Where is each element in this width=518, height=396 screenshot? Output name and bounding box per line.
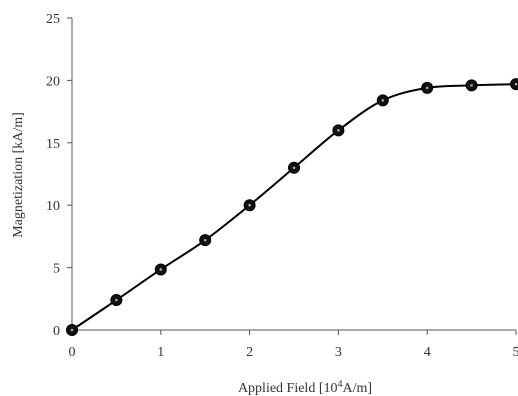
y-tick-label: 10 — [46, 199, 60, 214]
data-point-center — [115, 298, 118, 302]
x-tick-label: 2 — [246, 345, 253, 360]
y-tick-label: 15 — [46, 137, 60, 152]
data-point-center — [470, 84, 473, 87]
x-tick-label: 5 — [513, 345, 518, 360]
x-tick-label: 1 — [157, 345, 164, 360]
data-point-center — [514, 82, 518, 86]
data-point-center — [203, 238, 207, 242]
y-tick-label: 20 — [46, 74, 60, 89]
x-axis-title-unit: A/m] — [342, 381, 372, 396]
x-tick-label: 0 — [69, 345, 76, 360]
data-point-center — [70, 328, 74, 332]
y-tick-label: 5 — [53, 262, 60, 277]
data-point-center — [337, 129, 340, 132]
x-tick-label: 3 — [335, 345, 342, 360]
data-point-center — [425, 86, 429, 90]
x-tick-label: 4 — [424, 345, 431, 360]
plot-area: 0 5 10 15 20 25 0 1 2 3 4 5 — [46, 12, 518, 360]
data-point-center — [292, 166, 296, 170]
data-point-center — [248, 203, 251, 207]
y-axis-title: Magnetization [kA/m] — [11, 112, 26, 238]
x-axis-title: Applied Field [104A/m] — [238, 379, 372, 396]
data-series-line — [71, 83, 517, 331]
x-axis-title-main: Applied Field [10 — [238, 381, 338, 396]
data-point-center — [159, 268, 163, 271]
data-point — [510, 78, 518, 91]
y-tick-label: 25 — [46, 12, 60, 27]
data-point-center — [381, 99, 385, 102]
y-tick-label: 0 — [53, 324, 60, 339]
x-axis-title-exponent: 4 — [337, 379, 342, 390]
